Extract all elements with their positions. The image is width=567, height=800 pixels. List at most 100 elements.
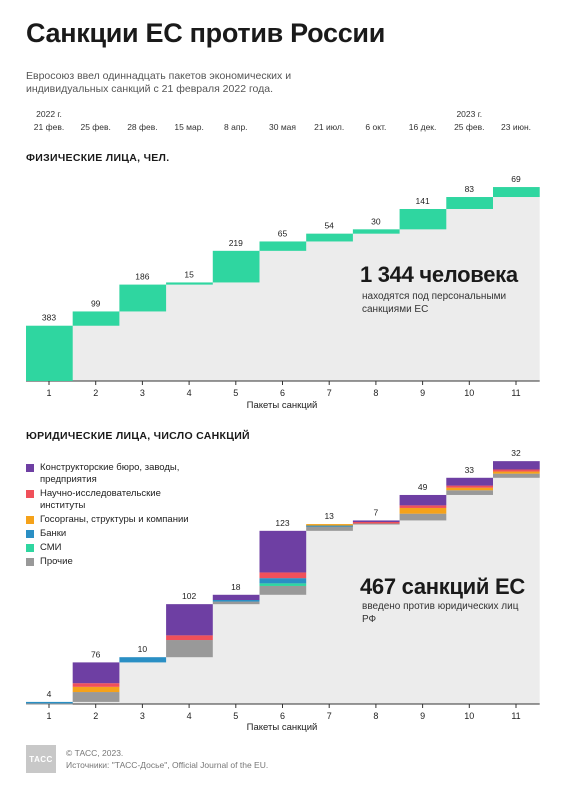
bar-segment xyxy=(259,572,307,579)
legend-item: Госорганы, структуры и компании xyxy=(26,514,206,526)
x-tick-label: 2 xyxy=(93,711,98,721)
bar-segment xyxy=(72,683,120,687)
cumulative-area xyxy=(26,187,540,381)
persons-section-title: ФИЗИЧЕСКИЕ ЛИЦА, ЧЕЛ. xyxy=(26,152,170,164)
x-tick-label: 1 xyxy=(46,711,51,721)
copyright: © ТАСС, 2023. xyxy=(66,748,124,758)
bar-segment xyxy=(72,692,120,702)
legend-swatch xyxy=(26,530,34,538)
data-label: 15 xyxy=(184,269,194,279)
bar-segment xyxy=(399,507,447,514)
timeline-date: 23 июн. xyxy=(501,122,531,132)
persons-caption: находятся под персональными санкциями ЕС xyxy=(362,291,507,315)
data-label: 99 xyxy=(91,298,101,308)
legend-swatch xyxy=(26,490,34,498)
bar-segment xyxy=(493,461,540,470)
bar-segment xyxy=(212,601,260,605)
data-label: 30 xyxy=(371,216,381,226)
x-tick-label: 4 xyxy=(187,711,192,721)
bar-segment xyxy=(72,686,120,693)
bar xyxy=(399,208,447,230)
data-label: 83 xyxy=(465,184,475,194)
x-tick-label: 10 xyxy=(464,388,474,398)
bar-segment xyxy=(26,701,73,704)
data-label: 54 xyxy=(324,221,334,231)
year-label: 2022 г. xyxy=(36,109,62,119)
x-tick-label: 11 xyxy=(511,388,520,398)
bar-segment xyxy=(166,635,213,641)
x-tick-label: 2 xyxy=(93,388,98,398)
timeline: 2022 г. 2023 г. 21 фев. 25 фев. 28 фев. 15 ма… xyxy=(34,109,531,132)
persons-total: 1 344 человека xyxy=(360,262,518,287)
data-label: 76 xyxy=(91,649,101,659)
bar xyxy=(493,187,540,198)
legend-item: Научно-исследовательские институты xyxy=(26,488,206,512)
legend-item: Конструкторские бюро, заводы, предприяти… xyxy=(26,462,206,486)
x-tick-label: 6 xyxy=(280,388,285,398)
bar xyxy=(259,241,307,251)
bar-segment xyxy=(352,523,400,525)
bar-segment xyxy=(352,522,400,524)
entities-total: 467 санкций ЕС xyxy=(360,574,525,599)
data-label: 69 xyxy=(511,174,521,184)
bar-segment xyxy=(446,490,493,495)
x-tick-label: 6 xyxy=(280,711,285,721)
bar-segment xyxy=(166,604,213,636)
bar-segment xyxy=(26,702,73,705)
footer-credits: © ТАСС, 2023. Источники: "ТАСС-Досье", O… xyxy=(66,747,268,771)
bar-segment xyxy=(212,594,260,600)
data-label: 383 xyxy=(42,313,56,323)
x-tick-label: 1 xyxy=(46,388,51,398)
legend-item: Банки xyxy=(26,528,206,540)
entities-caption: введено против юридических лиц РФ xyxy=(362,601,519,625)
x-tick-label: 5 xyxy=(233,711,238,721)
data-label: 141 xyxy=(416,196,430,206)
x-tick-label: 8 xyxy=(373,711,378,721)
x-tick-label: 9 xyxy=(420,711,425,721)
bar xyxy=(72,311,120,326)
bar-segment xyxy=(306,525,353,531)
bar-segment xyxy=(259,585,307,595)
bar-segment xyxy=(352,520,400,522)
x-tick-label: 10 xyxy=(464,711,474,721)
data-label: 32 xyxy=(511,448,521,458)
data-label: 10 xyxy=(138,644,148,654)
bar-segment xyxy=(399,505,447,508)
legend-swatch xyxy=(26,464,34,472)
timeline-date: 6 окт. xyxy=(365,122,386,132)
timeline-date: 21 фев. xyxy=(34,122,64,132)
bar-segment xyxy=(493,471,540,474)
data-label: 13 xyxy=(324,511,334,521)
data-label: 186 xyxy=(135,272,149,282)
bar-segment xyxy=(72,662,120,684)
footer: ТАСС © ТАСС, 2023. Источники: "ТАСС-Дось… xyxy=(26,745,546,775)
entities-section-title: ЮРИДИЧЕСКИЕ ЛИЦА, ЧИСЛО САНКЦИЙ xyxy=(26,430,250,442)
bar-segment xyxy=(399,494,447,506)
bar-segment xyxy=(399,513,447,521)
bar xyxy=(306,233,353,242)
bar xyxy=(212,250,260,283)
bar xyxy=(352,229,400,234)
x-tick-label: 3 xyxy=(140,388,145,398)
timeline-date: 25 фев. xyxy=(454,122,484,132)
x-tick-label: 3 xyxy=(140,711,145,721)
timeline-date: 30 мая xyxy=(269,122,296,132)
timeline-date: 8 апр. xyxy=(224,122,248,132)
legend: Конструкторские бюро, заводы, предприяти… xyxy=(26,462,206,570)
data-label: 4 xyxy=(47,689,52,699)
bar xyxy=(119,284,167,312)
x-tick-label: 8 xyxy=(373,388,378,398)
data-label: 102 xyxy=(182,591,196,601)
bar xyxy=(26,325,73,381)
data-label: 65 xyxy=(278,228,288,238)
data-label: 18 xyxy=(231,582,241,592)
bar xyxy=(166,282,213,285)
data-label: 123 xyxy=(275,518,289,528)
legend-item: Прочие xyxy=(26,556,206,568)
bar-segment xyxy=(493,469,540,472)
x-tick-label: 9 xyxy=(420,388,425,398)
bar-segment xyxy=(166,640,213,658)
bar-segment xyxy=(259,583,307,586)
timeline-date: 15 мар. xyxy=(174,122,203,132)
bar-segment xyxy=(446,477,493,486)
